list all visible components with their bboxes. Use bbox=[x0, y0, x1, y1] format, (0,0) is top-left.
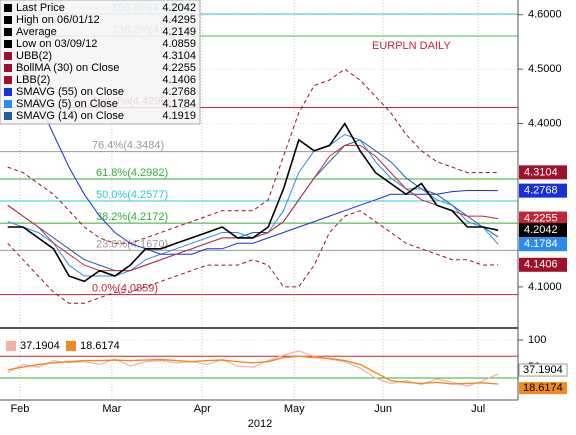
legend-value: 4.3104 bbox=[162, 50, 196, 62]
x-tick-label: Feb bbox=[10, 403, 29, 415]
legend-label: Last Price bbox=[16, 2, 65, 14]
y-tick-label: 4.6000 bbox=[528, 9, 562, 21]
value-box bbox=[519, 257, 567, 272]
legend-value: 4.1406 bbox=[162, 74, 196, 86]
lower-legend-swatch bbox=[6, 341, 16, 351]
x-tick-label: Jun bbox=[374, 403, 392, 415]
legend-value: 4.2768 bbox=[162, 86, 196, 98]
value-box bbox=[519, 165, 567, 180]
lower-value-box-label: 18.6174 bbox=[523, 382, 563, 394]
legend-swatch bbox=[4, 100, 12, 108]
legend-label: BollMA (30) on Close bbox=[16, 62, 119, 74]
x-tick-label: Jul bbox=[471, 403, 485, 415]
value-box-label: 4.1406 bbox=[524, 259, 558, 271]
legend-swatch bbox=[4, 52, 12, 60]
value-box-label: 4.1784 bbox=[524, 238, 558, 250]
lower-legend-swatch bbox=[66, 341, 76, 351]
legend-label: SMAVG (5) on Close bbox=[16, 98, 118, 110]
y-tick-label: 4.1000 bbox=[528, 281, 562, 293]
lower-panel bbox=[0, 339, 518, 387]
value-box bbox=[519, 183, 567, 198]
legend-label: Low on 03/09/12 bbox=[16, 38, 97, 50]
value-box-label: 4.3104 bbox=[524, 166, 558, 178]
x-tick-label: Apr bbox=[194, 403, 211, 415]
x-tick-label: May bbox=[284, 403, 305, 415]
series-line bbox=[7, 139, 499, 272]
legend-value: 4.2255 bbox=[162, 62, 196, 74]
overlay: Feb Mar Apr May Jun Jul 4.6000 4.5000 4.4000 4.10… bbox=[0, 0, 568, 415]
legend-swatch bbox=[4, 88, 12, 96]
legend-label: Average bbox=[16, 26, 57, 38]
legend-box bbox=[0, 0, 201, 125]
lower-y-tick-label: 100 bbox=[528, 334, 546, 346]
chart-title: EURPLN DAILY bbox=[372, 40, 451, 52]
lower-line bbox=[7, 355, 499, 385]
legend-value: 4.4295 bbox=[162, 14, 196, 26]
value-box bbox=[519, 237, 567, 252]
legend-value: 4.1784 bbox=[162, 98, 196, 110]
series-line bbox=[7, 210, 499, 304]
legend-value: 4.1919 bbox=[162, 110, 196, 122]
legend-value: 4.0859 bbox=[162, 38, 196, 50]
fib-label: 50.0%(4.2577) bbox=[96, 189, 168, 201]
series-line bbox=[7, 122, 499, 283]
series-line bbox=[7, 41, 499, 255]
legend-label: SMAVG (55) on Close bbox=[16, 86, 124, 98]
legend-value: 4.2149 bbox=[162, 26, 196, 38]
legend-label: High on 06/01/12 bbox=[16, 14, 100, 26]
fib-label: 61.8%(4.2982) bbox=[96, 167, 168, 179]
value-box bbox=[519, 211, 567, 226]
lower-value-box bbox=[519, 382, 567, 395]
legend-swatch bbox=[4, 64, 12, 72]
fib-label: 38.2%(4.2172) bbox=[96, 211, 168, 223]
value-box-label: 4.2255 bbox=[524, 212, 558, 224]
legend-swatch bbox=[4, 28, 12, 36]
legend-swatch bbox=[4, 4, 12, 12]
fib-label: 0.0%(4.0859) bbox=[92, 282, 158, 294]
legend-label: LBB(2) bbox=[16, 74, 50, 86]
lower-legend-value: 18.6174 bbox=[80, 340, 120, 352]
legend-label: UBB(2) bbox=[16, 50, 52, 62]
legend-label: SMAVG (14) on Close bbox=[16, 110, 124, 122]
y-tick-label: 4.5000 bbox=[528, 63, 562, 75]
x-tick-label: Mar bbox=[102, 403, 121, 415]
lower-value-box bbox=[518, 363, 568, 377]
fib-label: 76.4%(4.3484) bbox=[92, 140, 164, 152]
year-label: 2012 bbox=[248, 418, 272, 430]
legend-swatch bbox=[4, 112, 12, 120]
value-box-label: 4.2042 bbox=[524, 224, 558, 236]
legend-value: 4.2042 bbox=[162, 2, 196, 14]
legend-swatch bbox=[4, 76, 12, 84]
lower-value-box-label: 37.1904 bbox=[523, 364, 563, 376]
value-box-label: 4.2768 bbox=[524, 185, 558, 197]
legend-swatch bbox=[4, 16, 12, 24]
legend-swatch bbox=[4, 40, 12, 48]
lower-legend-value: 37.1904 bbox=[20, 340, 60, 352]
value-box bbox=[519, 223, 567, 238]
y-tick-label: 4.4000 bbox=[528, 117, 562, 129]
